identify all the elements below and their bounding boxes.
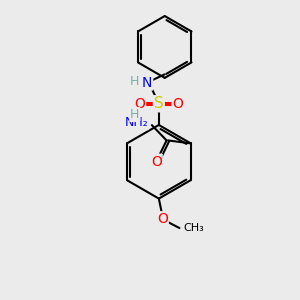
Text: O: O — [134, 97, 145, 111]
Text: NH₂: NH₂ — [124, 116, 148, 129]
Text: O: O — [157, 212, 168, 226]
Text: H: H — [130, 75, 140, 88]
Text: O: O — [172, 97, 183, 111]
Text: O: O — [151, 154, 162, 169]
Text: H: H — [130, 108, 140, 121]
Text: N: N — [142, 76, 152, 90]
Text: S: S — [154, 96, 164, 111]
Text: CH₃: CH₃ — [184, 223, 205, 233]
